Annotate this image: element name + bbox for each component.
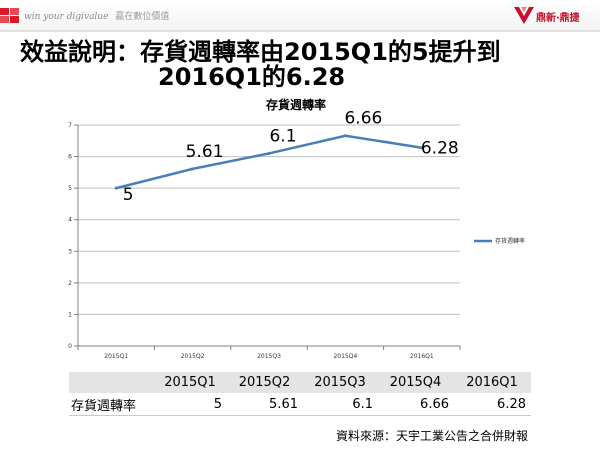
table-corner-cell (69, 372, 154, 394)
table-cell: 6.1 (303, 393, 378, 416)
x-tick-label: 2015Q3 (257, 353, 281, 360)
data-label: 5.61 (186, 142, 224, 162)
y-tick-label: 7 (68, 122, 72, 129)
x-tick-label: 2016Q1 (410, 353, 434, 360)
brand-logo-icon (514, 7, 534, 24)
chart-title: 存貨週轉率 (265, 97, 326, 112)
data-label: 5 (123, 185, 134, 205)
table-header-cell: 2015Q3 (303, 372, 378, 394)
table-cell: 6.28 (454, 393, 531, 416)
data-point (191, 167, 195, 171)
y-tick-label: 1 (68, 311, 72, 318)
page-title: 效益說明：存貨週轉率由2015Q1的5提升到 2016Q1的6.28 (20, 40, 590, 90)
corner-logo-icon (0, 8, 19, 23)
x-tick-label: 2015Q1 (104, 353, 128, 360)
x-tick-label: 2015Q2 (181, 353, 205, 360)
data-table: 2015Q1 2015Q2 2015Q3 2015Q4 2016Q1 存貨週轉率… (69, 372, 531, 416)
table-cell: 5.61 (227, 393, 303, 416)
table-cell: 5 (154, 393, 227, 416)
data-label: 6.1 (269, 126, 296, 146)
table-header-cell: 2015Q2 (227, 372, 303, 394)
y-tick-label: 5 (68, 185, 72, 192)
header-bar (0, 0, 600, 30)
tagline-zh: 贏在數位價值 (115, 12, 170, 22)
brand-name: 鼎新‧鼎捷 (536, 13, 580, 24)
y-tick-label: 4 (68, 217, 72, 224)
page-title-line2: 2016Q1的6.28 (158, 63, 346, 91)
table-header-row: 2015Q1 2015Q2 2015Q3 2015Q4 2016Q1 (69, 372, 531, 394)
data-point (267, 151, 271, 155)
y-tick-label: 0 (68, 343, 72, 350)
page-title-line1: 效益說明：存貨週轉率由2015Q1的5提升到 (20, 38, 501, 66)
data-point (420, 146, 424, 150)
data-point (114, 186, 118, 190)
y-tick-label: 2 (68, 280, 72, 287)
source-note: 資料來源：天宇工業公告之合併財報 (336, 429, 529, 443)
y-tick-label: 3 (68, 248, 72, 255)
table-row: 存貨週轉率 5 5.61 6.1 6.66 6.28 (69, 393, 531, 416)
data-label: 6.28 (421, 139, 459, 159)
header-divider (0, 30, 600, 32)
data-label: 6.66 (344, 109, 382, 129)
table-header-cell: 2015Q4 (378, 372, 454, 394)
legend-label: 存貨週轉率 (495, 237, 525, 245)
x-tick-label: 2015Q4 (333, 353, 357, 360)
y-tick-label: 6 (68, 154, 72, 161)
data-point (343, 134, 347, 138)
table-header-cell: 2016Q1 (454, 372, 531, 394)
table-header-cell: 2015Q1 (154, 372, 227, 394)
tagline-en: win your digivalue (24, 12, 109, 22)
table-cell: 6.66 (378, 393, 454, 416)
tagline: win your digivalue 贏在數位價值 (24, 9, 169, 22)
table-row-label: 存貨週轉率 (69, 393, 154, 416)
